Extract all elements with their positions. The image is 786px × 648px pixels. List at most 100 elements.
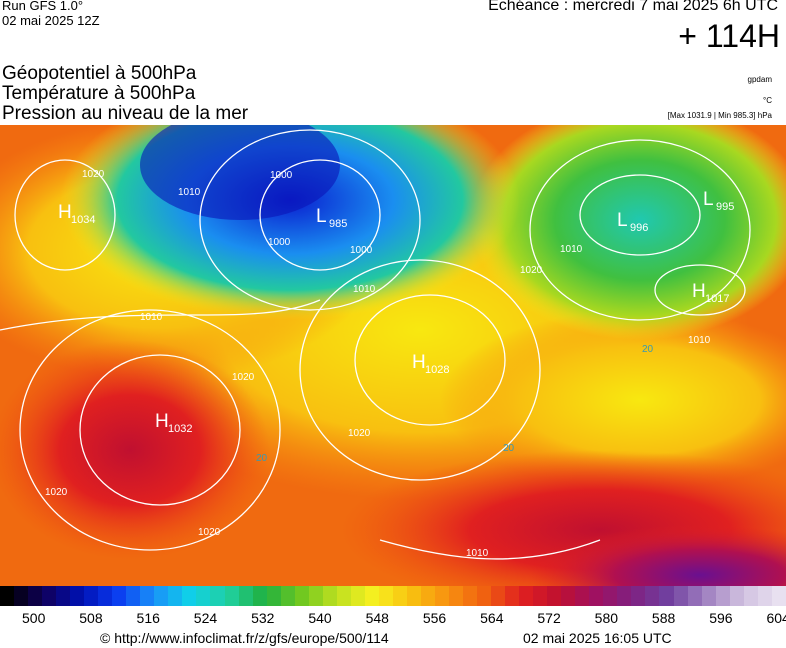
colorbar-label: 580 [594, 610, 619, 626]
source-url[interactable]: © http://www.infoclimat.fr/z/gfs/europe/… [100, 630, 389, 646]
colorbar-label: 524 [193, 610, 218, 626]
color-swatch [463, 586, 478, 606]
valid-time: Echéance : mercredi 7 mai 2025 6h UTC [488, 0, 778, 14]
center-letter: H [412, 352, 426, 373]
isobar-label: 1000 [268, 237, 291, 248]
color-swatch [687, 586, 702, 606]
color-swatch [252, 586, 267, 606]
color-swatch [28, 586, 43, 606]
color-swatch [14, 586, 29, 606]
isobar-label: 1020 [198, 527, 221, 538]
color-swatch [238, 586, 253, 606]
color-swatch [603, 586, 618, 606]
isobar-label: 1000 [350, 245, 373, 256]
center-letter: L [617, 210, 628, 231]
color-swatch [673, 586, 688, 606]
isobar-label: 1020 [348, 428, 371, 439]
color-swatch [491, 586, 506, 606]
color-swatch [645, 586, 660, 606]
center-value: 1017 [705, 293, 729, 305]
isobar-label: 1010 [688, 335, 711, 346]
center-value: 1032 [168, 423, 192, 435]
isobar-label: 1020 [232, 372, 255, 383]
center-value: 985 [329, 218, 347, 230]
color-swatch [322, 586, 337, 606]
center-letter: H [58, 202, 72, 223]
color-swatch [406, 586, 421, 606]
field-shading [0, 125, 786, 586]
colorbar-label: 556 [422, 610, 447, 626]
color-swatch [126, 586, 141, 606]
isobar-label: 1010 [178, 187, 201, 198]
colorbar-label: 516 [136, 610, 160, 626]
colorbar-label: 540 [308, 610, 332, 626]
color-swatch [757, 586, 772, 606]
center-letter: H [155, 411, 169, 432]
temperature-label: 20 [256, 453, 268, 464]
generated-time: 02 mai 2025 16:05 UTC [523, 630, 672, 646]
center-value: 1028 [425, 364, 449, 376]
color-swatch [98, 586, 113, 606]
run-date: 02 mai 2025 12Z [2, 13, 100, 28]
color-swatch [112, 586, 127, 606]
isobar-label: 1020 [82, 169, 105, 180]
color-swatch [420, 586, 435, 606]
field: Température à 500hPa [2, 83, 196, 104]
color-swatch [659, 586, 674, 606]
colorbar-label: 604 [766, 610, 786, 626]
color-swatch [182, 586, 197, 606]
color-swatch [505, 586, 520, 606]
color-swatch [336, 586, 351, 606]
unit: °C [763, 96, 772, 105]
color-swatch [729, 586, 744, 606]
color-swatch [631, 586, 646, 606]
color-swatch [701, 586, 716, 606]
run: Run GFS 1.0° [2, 0, 84, 13]
colorbar-label: 588 [651, 610, 676, 626]
center-value: 1034 [71, 214, 95, 226]
color-swatch [434, 586, 449, 606]
color-swatch [743, 586, 758, 606]
colorbar-label: 572 [537, 610, 561, 626]
color-swatch [449, 586, 464, 606]
color-swatch [589, 586, 604, 606]
center-letter: L [703, 189, 714, 210]
color-swatch [533, 586, 548, 606]
colorbar-label: 500 [22, 610, 46, 626]
isobar-label: 1020 [45, 487, 68, 498]
color-swatch [519, 586, 534, 606]
colorbar-label: 596 [709, 610, 733, 626]
color-swatch [547, 586, 562, 606]
color-swatch [561, 586, 576, 606]
color-swatch [84, 586, 99, 606]
center-letter: H [692, 281, 706, 302]
center-value: 995 [716, 201, 734, 213]
color-swatch [224, 586, 239, 606]
isobar-label: 1010 [560, 244, 583, 255]
colorbar [0, 586, 786, 606]
temperature-label: 20 [642, 344, 654, 355]
center-letter: L [316, 206, 327, 227]
isobar-label: 1010 [466, 548, 489, 559]
color-swatch [210, 586, 225, 606]
temperature-label: 20 [503, 443, 515, 454]
color-swatch [70, 586, 85, 606]
colorbar-label: 508 [79, 610, 103, 626]
isobars [0, 129, 751, 560]
field: Géopotentiel à 500hPa [2, 63, 197, 84]
lead-time: + 114H [678, 18, 780, 54]
color-swatch [196, 586, 211, 606]
colorbar-labels: 500 508 516 524 532 540 548 556 564 572 580 588 596 6… [22, 610, 786, 626]
color-swatch [280, 586, 295, 606]
colorbar-label: 548 [365, 610, 389, 626]
color-swatch [42, 586, 57, 606]
color-swatch [715, 586, 730, 606]
color-swatch [0, 586, 15, 606]
field: Pression au niveau de la mer [2, 103, 249, 124]
color-swatch [392, 586, 407, 606]
color-swatch [575, 586, 590, 606]
color-swatch [168, 586, 183, 606]
color-swatch [350, 586, 365, 606]
isobar-label: 1010 [140, 312, 163, 323]
